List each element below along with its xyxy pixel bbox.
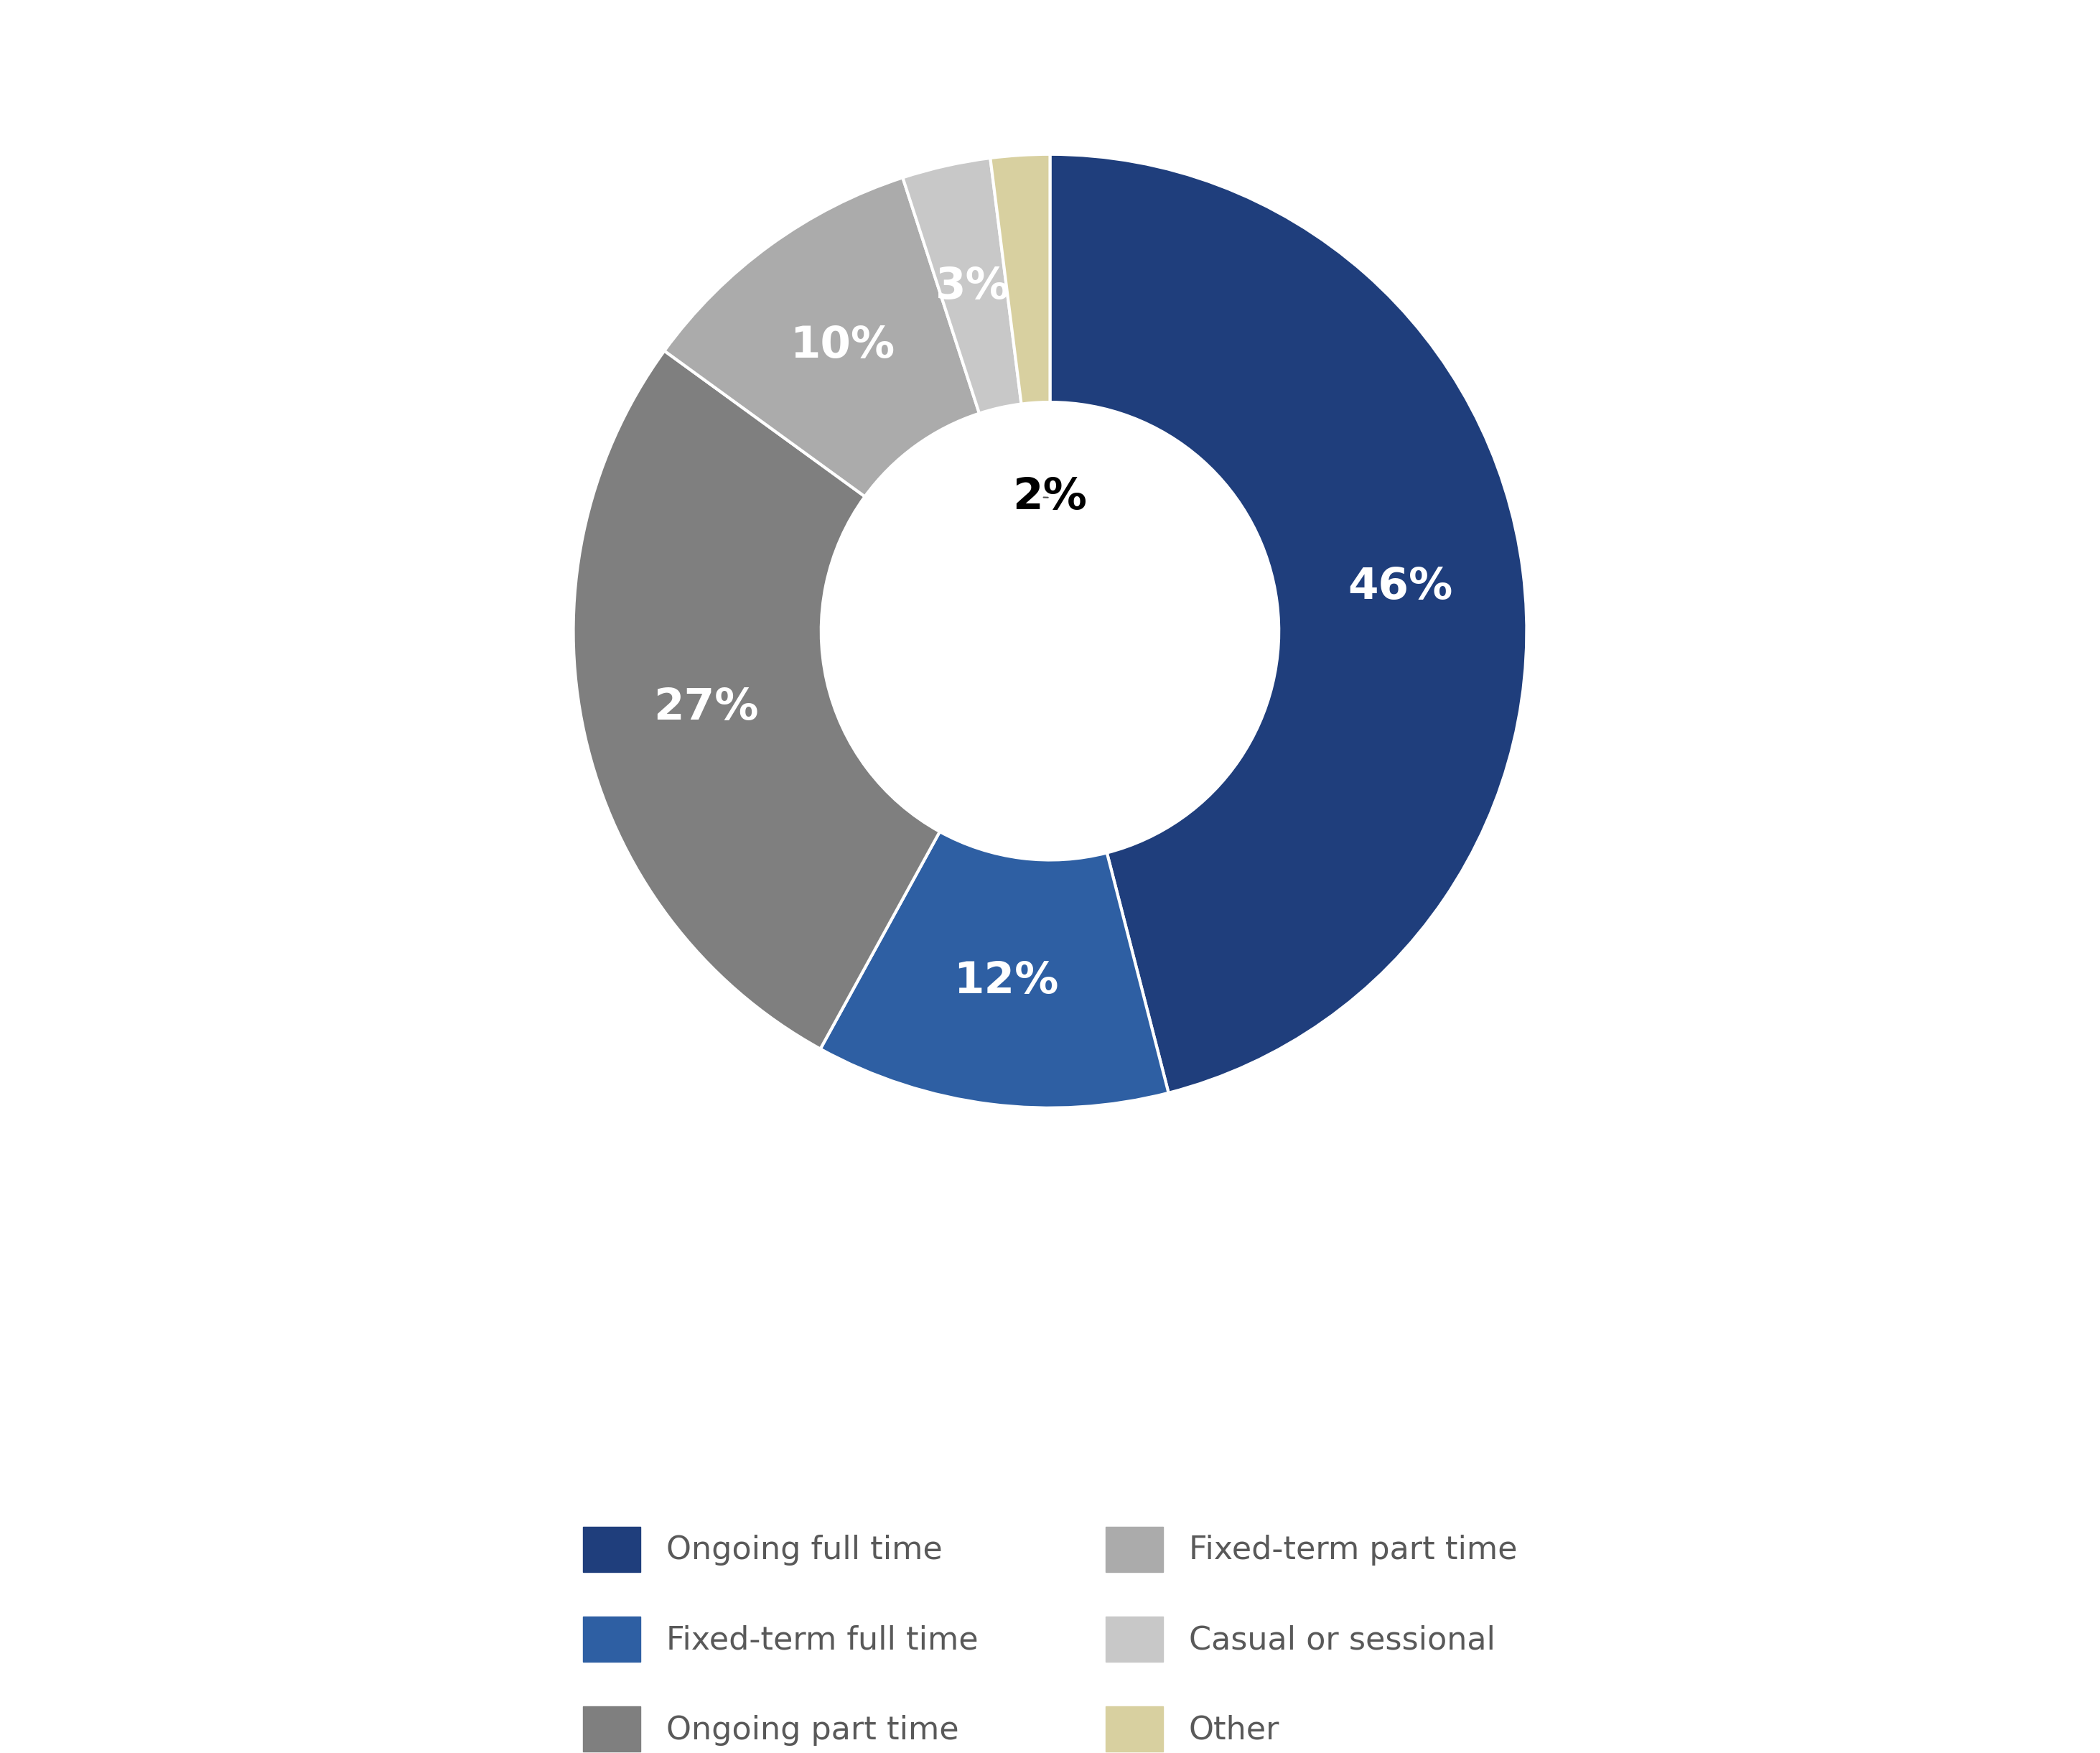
Text: 12%: 12% (953, 961, 1058, 1003)
Wedge shape (664, 177, 979, 496)
Text: 27%: 27% (653, 687, 758, 729)
Wedge shape (903, 158, 1021, 414)
Text: 10%: 10% (790, 324, 895, 366)
Legend: Ongoing full time, Fixed-term full time, Ongoing part time, Fixed-term part time: Ongoing full time, Fixed-term full time,… (550, 1495, 1550, 1753)
Text: 2%: 2% (1012, 477, 1088, 519)
Wedge shape (573, 351, 941, 1048)
Text: 46%: 46% (1348, 566, 1453, 608)
Wedge shape (1050, 154, 1527, 1092)
Text: 3%: 3% (937, 265, 1010, 309)
Wedge shape (991, 154, 1050, 403)
Wedge shape (821, 831, 1168, 1108)
